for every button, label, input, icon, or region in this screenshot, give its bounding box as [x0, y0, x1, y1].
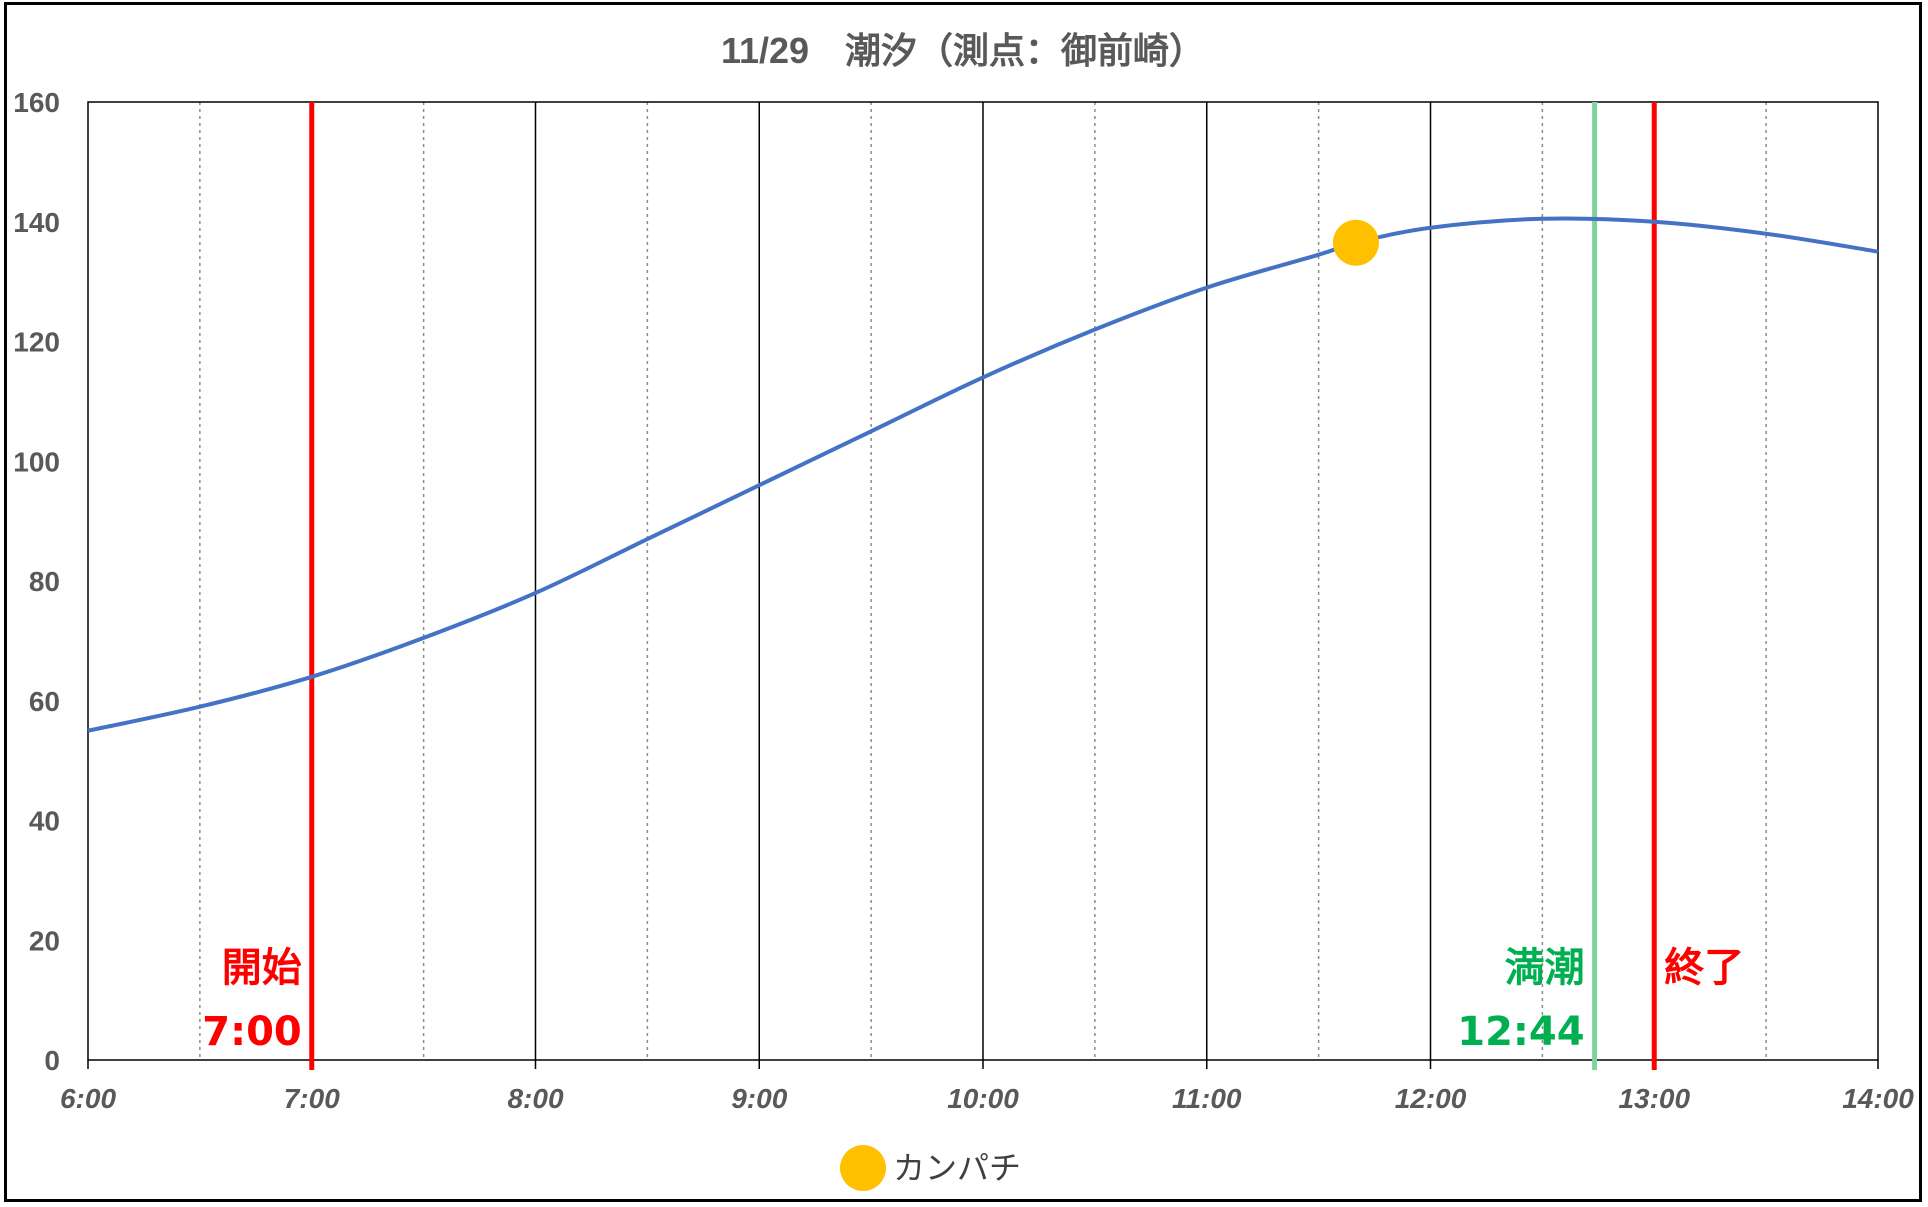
x-tick-label: 11:00 [1172, 1083, 1242, 1114]
y-tick-label: 120 [13, 327, 60, 358]
y-tick-label: 160 [13, 87, 60, 118]
x-tick-label: 8:00 [507, 1083, 563, 1114]
tide-line [87, 216, 1879, 733]
y-tick-label: 100 [13, 446, 60, 477]
x-tick-label: 12:00 [1395, 1083, 1467, 1114]
x-tick-label: 9:00 [731, 1083, 787, 1114]
chart-container: 11/29 潮汐（測点：御前崎） 0 20 40 60 80 100 120 140 160 6:… [4, 2, 1922, 1202]
marker-label: 満潮 [1505, 945, 1585, 991]
x-tick-label: 7:00 [284, 1083, 340, 1114]
y-tick-label: 20 [29, 925, 60, 956]
legend-marker-kanpachi [840, 1145, 886, 1191]
y-tick-label: 0 [44, 1045, 60, 1076]
marker-time-label: 12:44 [1457, 1009, 1584, 1055]
legend-label-kanpachi: カンパチ [893, 1149, 1021, 1187]
x-tick-label: 14:00 [1842, 1083, 1914, 1114]
data-point-kanpachi [1332, 219, 1379, 266]
marker-label: 開始 [222, 945, 302, 991]
y-tick-label: 140 [13, 207, 60, 238]
x-tick-label: 6:00 [60, 1083, 116, 1114]
y-tick-label: 60 [29, 686, 60, 717]
x-tick-label: 10:00 [947, 1083, 1019, 1114]
marker-label: 終了 [1664, 945, 1744, 991]
y-tick-label: 80 [29, 566, 60, 597]
marker-time-label: 7:00 [202, 1009, 302, 1055]
chart-title: 11/29 潮汐（測点：御前崎） [721, 30, 1205, 71]
y-tick-label: 40 [29, 806, 60, 837]
x-tick-label: 13:00 [1618, 1083, 1690, 1114]
tide-chart: 11/29 潮汐（測点：御前崎） 0 20 40 60 80 100 120 140 160 6:… [13, 30, 1914, 1191]
